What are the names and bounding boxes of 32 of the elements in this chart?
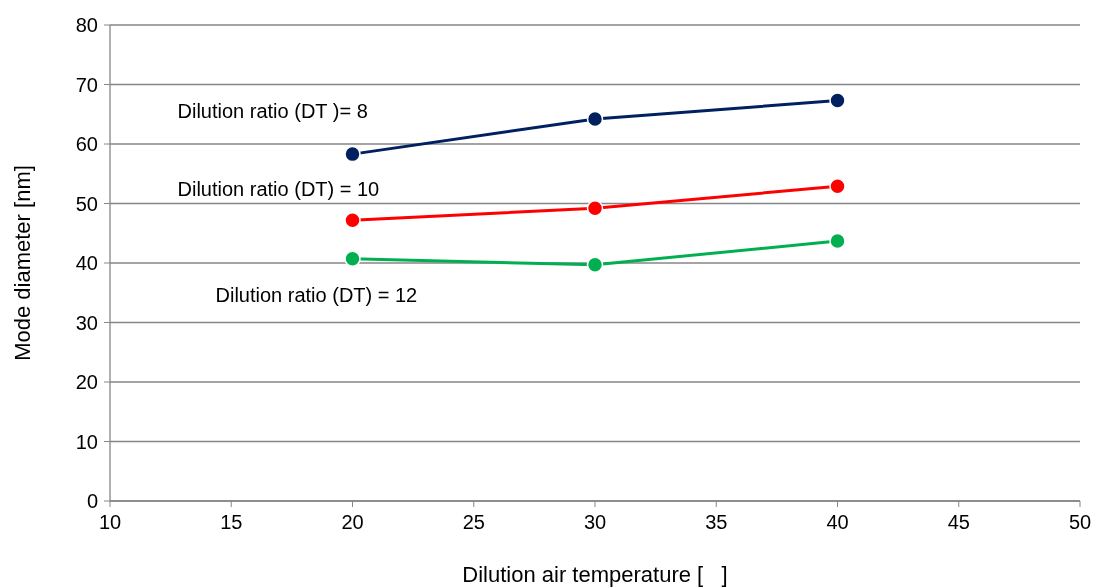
series-label: Dilution ratio (DT )= 8: [177, 100, 368, 123]
x-tick-label: 10: [98, 511, 122, 533]
x-tick-label: 35: [705, 511, 728, 533]
y-axis-title: Mode diameter [nm]: [10, 165, 35, 361]
x-axis-title: Dilution air temperature [ ]: [462, 562, 728, 587]
x-tick-label: 20: [341, 511, 364, 533]
series-label: Dilution ratio (DT) = 10: [177, 178, 380, 201]
x-tick-label: 15: [220, 511, 243, 533]
point: [344, 211, 361, 229]
y-tick-label: 0: [86, 490, 98, 512]
y-tick-label: 50: [75, 192, 98, 215]
series-label: Dilution ratio (DT) = 12: [215, 283, 418, 306]
y-tick-label: 30: [75, 311, 98, 334]
point: [829, 178, 846, 195]
point: [829, 232, 846, 250]
point: [586, 256, 604, 274]
y-tick-label: 40: [75, 252, 98, 274]
x-tick-label: 25: [462, 511, 485, 533]
y-tick-label: 10: [75, 430, 98, 453]
y-tick-label: 80: [75, 14, 98, 36]
point: [829, 92, 846, 109]
point: [344, 145, 361, 163]
x-tick-label: 30: [583, 511, 607, 533]
x-tick-label: 50: [1068, 511, 1092, 533]
y-tick-label: 70: [75, 73, 98, 96]
y-tick-label: 20: [75, 371, 98, 393]
x-tick-label: 45: [947, 511, 970, 533]
point: [586, 200, 604, 217]
y-tick-label: 60: [75, 133, 98, 155]
x-tick-label: 40: [826, 511, 849, 533]
point: [586, 110, 604, 128]
point: [344, 250, 361, 268]
